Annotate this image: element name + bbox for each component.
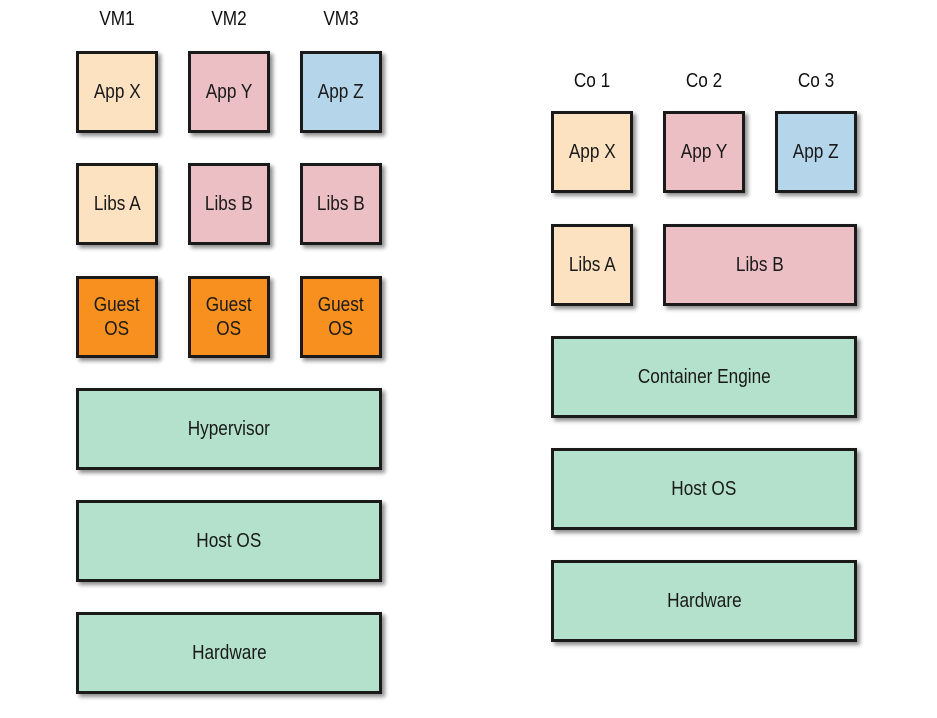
vm1-libs-label: Libs A <box>93 193 141 215</box>
hypervisor-label: Hypervisor <box>187 418 271 440</box>
co-libs-b-label: Libs B <box>736 254 784 276</box>
vm-host-os-label: Host OS <box>196 530 262 552</box>
vm2-app-label: App Y <box>205 81 253 103</box>
vm1-label: VM1 <box>99 8 135 30</box>
vm1-app-x-box: App X <box>76 51 158 133</box>
vm1-guest-os-label: Guest OS <box>94 294 140 340</box>
vm2-libs-label: Libs B <box>205 193 253 215</box>
vm1-app-label: App X <box>93 81 141 103</box>
vm3-app-z-box: App Z <box>300 51 382 133</box>
container-engine-label: Container Engine <box>637 366 771 388</box>
co3-label: Co 3 <box>797 70 835 92</box>
co-libs-a-label: Libs A <box>568 254 616 276</box>
co-libs-b-box: Libs B <box>663 224 857 306</box>
vm1-libs-a-box: Libs A <box>76 163 158 245</box>
vm2-guest-os-label: Guest OS <box>206 294 252 340</box>
vm3-libs-b-box: Libs B <box>300 163 382 245</box>
co1-label: Co 1 <box>573 70 611 92</box>
co3-app-label: App Z <box>793 141 839 163</box>
hypervisor-box: Hypervisor <box>76 388 382 470</box>
vm3-guest-os-box: Guest OS <box>300 276 382 358</box>
vm-hardware-label: Hardware <box>191 642 267 664</box>
co-libs-a-box: Libs A <box>551 224 633 306</box>
vm2-label: VM2 <box>211 8 247 30</box>
co-host-os-label: Host OS <box>671 478 737 500</box>
vm3-libs-label: Libs B <box>317 193 365 215</box>
vm1-guest-os-box: Guest OS <box>76 276 158 358</box>
vm2-guest-os-box: Guest OS <box>188 276 270 358</box>
vm2-libs-b-box: Libs B <box>188 163 270 245</box>
co2-app-label: App Y <box>680 141 728 163</box>
vm2-app-y-box: App Y <box>188 51 270 133</box>
vm3-label: VM3 <box>323 8 359 30</box>
co-hardware-box: Hardware <box>551 560 857 642</box>
vm-hardware-box: Hardware <box>76 612 382 694</box>
co3-app-z-box: App Z <box>775 111 857 193</box>
container-engine-box: Container Engine <box>551 336 857 418</box>
co-host-os-box: Host OS <box>551 448 857 530</box>
co2-label: Co 2 <box>685 70 723 92</box>
co-hardware-label: Hardware <box>666 590 742 612</box>
co1-app-label: App X <box>568 141 616 163</box>
co1-app-x-box: App X <box>551 111 633 193</box>
vm3-app-label: App Z <box>318 81 364 103</box>
vm-host-os-box: Host OS <box>76 500 382 582</box>
co2-app-y-box: App Y <box>663 111 745 193</box>
vm3-guest-os-label: Guest OS <box>318 294 364 340</box>
